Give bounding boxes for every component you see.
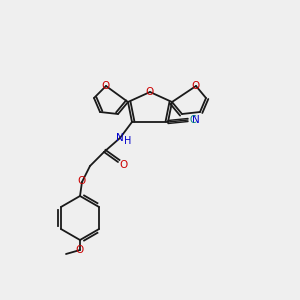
Text: O: O xyxy=(146,87,154,97)
Text: C: C xyxy=(190,115,197,125)
Text: H: H xyxy=(124,136,132,146)
Text: O: O xyxy=(78,176,86,186)
Text: O: O xyxy=(76,245,84,255)
Text: N: N xyxy=(116,133,124,143)
Text: O: O xyxy=(119,160,127,170)
Text: N: N xyxy=(192,115,200,125)
Text: O: O xyxy=(192,81,200,91)
Text: O: O xyxy=(102,81,110,91)
